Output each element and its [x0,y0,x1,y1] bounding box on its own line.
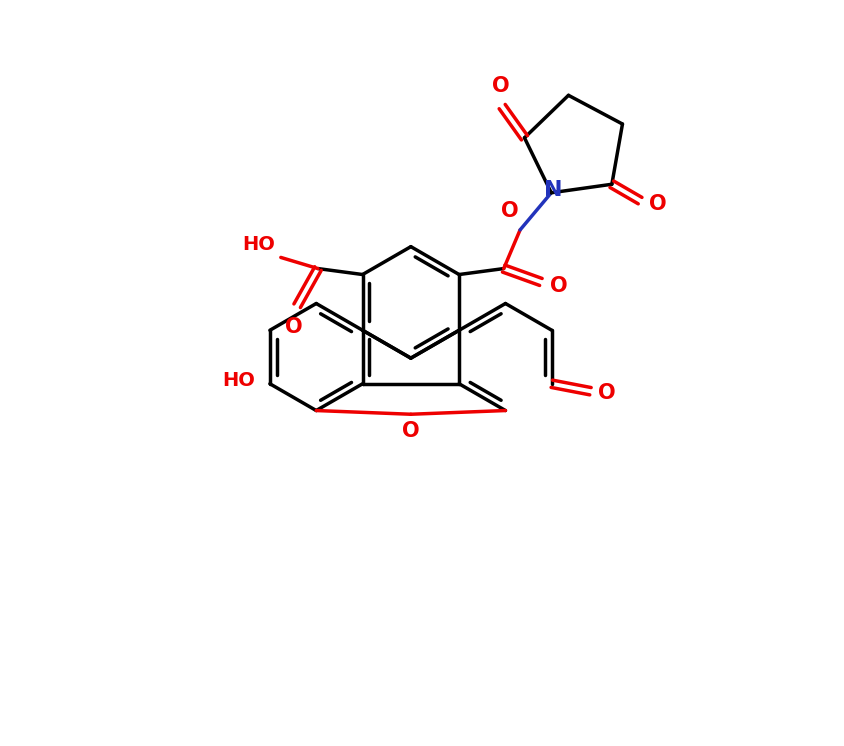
Text: O: O [549,276,567,295]
Text: O: O [402,421,419,441]
Text: HO: HO [242,235,275,254]
Text: N: N [544,180,563,200]
Text: O: O [598,383,615,403]
Text: O: O [500,201,518,221]
Text: O: O [649,194,667,214]
Text: O: O [492,76,510,96]
Text: HO: HO [222,371,255,389]
Text: O: O [284,317,302,337]
